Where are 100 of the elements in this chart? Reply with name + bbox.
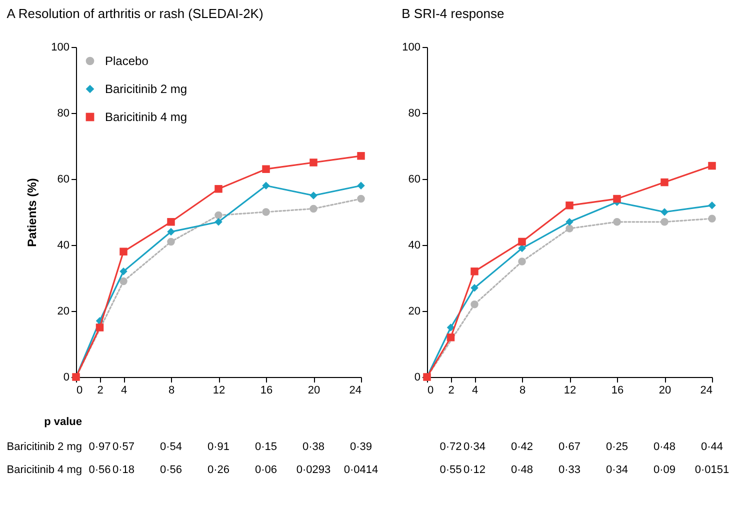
- point: [660, 218, 668, 226]
- point: [613, 218, 621, 226]
- text: 0·18: [112, 464, 135, 476]
- point: [214, 185, 222, 193]
- legend-label: Baricitinib 4 mg: [105, 110, 188, 124]
- text: 0·0151: [694, 464, 730, 476]
- x-tick-label: 2: [448, 384, 454, 396]
- y-tick-label: 40: [57, 240, 70, 252]
- x-tick-label: 16: [260, 384, 273, 396]
- point: [167, 218, 175, 226]
- y-tick-label: 100: [402, 42, 420, 54]
- text: 0·56: [88, 464, 111, 476]
- text: 0·25: [606, 441, 628, 453]
- text: 0·38: [302, 441, 325, 453]
- legend-label: Baricitinib 2 mg: [105, 82, 188, 96]
- point: [120, 277, 128, 286]
- y-tick-label: 40: [408, 240, 420, 252]
- point: [660, 208, 668, 216]
- text: 0·54: [160, 441, 182, 453]
- text: 0·26: [207, 464, 230, 476]
- point: [518, 238, 526, 246]
- y-tick-label: 60: [57, 174, 70, 186]
- x-tick-label: 24: [700, 384, 712, 396]
- text: 0·39: [350, 441, 372, 453]
- text: 0·34: [463, 441, 486, 453]
- x-tick-label: 12: [212, 384, 226, 396]
- text: 0·0293: [296, 464, 331, 476]
- point: [120, 268, 128, 276]
- point: [262, 165, 270, 173]
- x-tick-label: 12: [564, 384, 576, 396]
- text: 0·33: [558, 464, 581, 476]
- point: [470, 300, 478, 308]
- point: [357, 182, 365, 190]
- point: [357, 194, 365, 203]
- x-tick-label: 4: [120, 384, 128, 396]
- point: [708, 162, 716, 170]
- point: [310, 204, 318, 213]
- y-tick-label: 80: [57, 108, 70, 120]
- text: 0·72: [440, 441, 462, 453]
- x-tick-label: 4: [472, 384, 478, 396]
- point: [566, 224, 574, 232]
- text: 0·56: [160, 464, 182, 476]
- x-tick-label: 8: [519, 384, 526, 396]
- text: 0·15: [254, 441, 278, 453]
- y-tick-label: 100: [51, 42, 70, 54]
- point: [613, 194, 621, 203]
- text: 0·48: [653, 441, 676, 453]
- y-tick-label: 80: [408, 108, 420, 120]
- y-tick-label: 60: [408, 174, 420, 186]
- text: 0·48: [510, 464, 534, 476]
- y-tick-label: 0: [414, 372, 420, 384]
- point: [120, 248, 128, 256]
- point: [446, 324, 455, 332]
- legend-label: Placebo: [105, 54, 149, 68]
- text: 0·55: [440, 464, 462, 476]
- text: 0·44: [700, 441, 724, 453]
- point: [310, 158, 318, 166]
- x-tick-label: 8: [168, 384, 175, 396]
- point: [660, 178, 668, 186]
- text: 0·34: [606, 464, 628, 476]
- point: [566, 202, 574, 210]
- point: [96, 324, 104, 332]
- x-tick-label: 20: [658, 384, 672, 396]
- point: [167, 228, 175, 236]
- y-tick-label: 0: [63, 372, 70, 384]
- y-tick-label: 20: [408, 306, 420, 318]
- text: 0·91: [207, 441, 230, 453]
- point: [262, 182, 270, 190]
- text: 0·97: [88, 441, 111, 453]
- point: [167, 238, 175, 246]
- y-tick-label: 20: [57, 306, 70, 318]
- x-tick-label: 16: [611, 384, 624, 396]
- text: Baricitinib 4 mg: [6, 464, 82, 476]
- text: 0·0414: [344, 464, 378, 476]
- point: [470, 268, 478, 276]
- text: 0·12: [463, 464, 486, 476]
- text: 0·57: [112, 441, 135, 453]
- point: [566, 218, 574, 226]
- point: [708, 202, 716, 210]
- point: [214, 211, 222, 220]
- y-axis-title: Patients (%): [25, 178, 40, 247]
- point: [470, 284, 478, 292]
- point: [262, 208, 270, 216]
- point: [310, 192, 318, 200]
- chart-title: B SRI-4 response: [402, 6, 504, 21]
- point: [214, 218, 222, 226]
- text: Baricitinib 2 mg: [6, 441, 82, 453]
- point: [357, 152, 365, 160]
- x-tick-label: 0: [428, 384, 434, 396]
- text: 0·06: [254, 464, 278, 476]
- x-tick-label: 24: [349, 384, 362, 396]
- point: [708, 214, 716, 222]
- chart-title: A Resolution of arthritis or rash (SLEDAI-2K): [6, 6, 264, 21]
- x-tick-label: 0: [76, 384, 83, 396]
- text: 0·67: [558, 441, 581, 453]
- point: [446, 334, 455, 342]
- x-tick-label: 20: [308, 384, 320, 396]
- text: 0·09: [653, 464, 676, 476]
- text: p value: [44, 416, 82, 428]
- text: 0·42: [510, 441, 534, 453]
